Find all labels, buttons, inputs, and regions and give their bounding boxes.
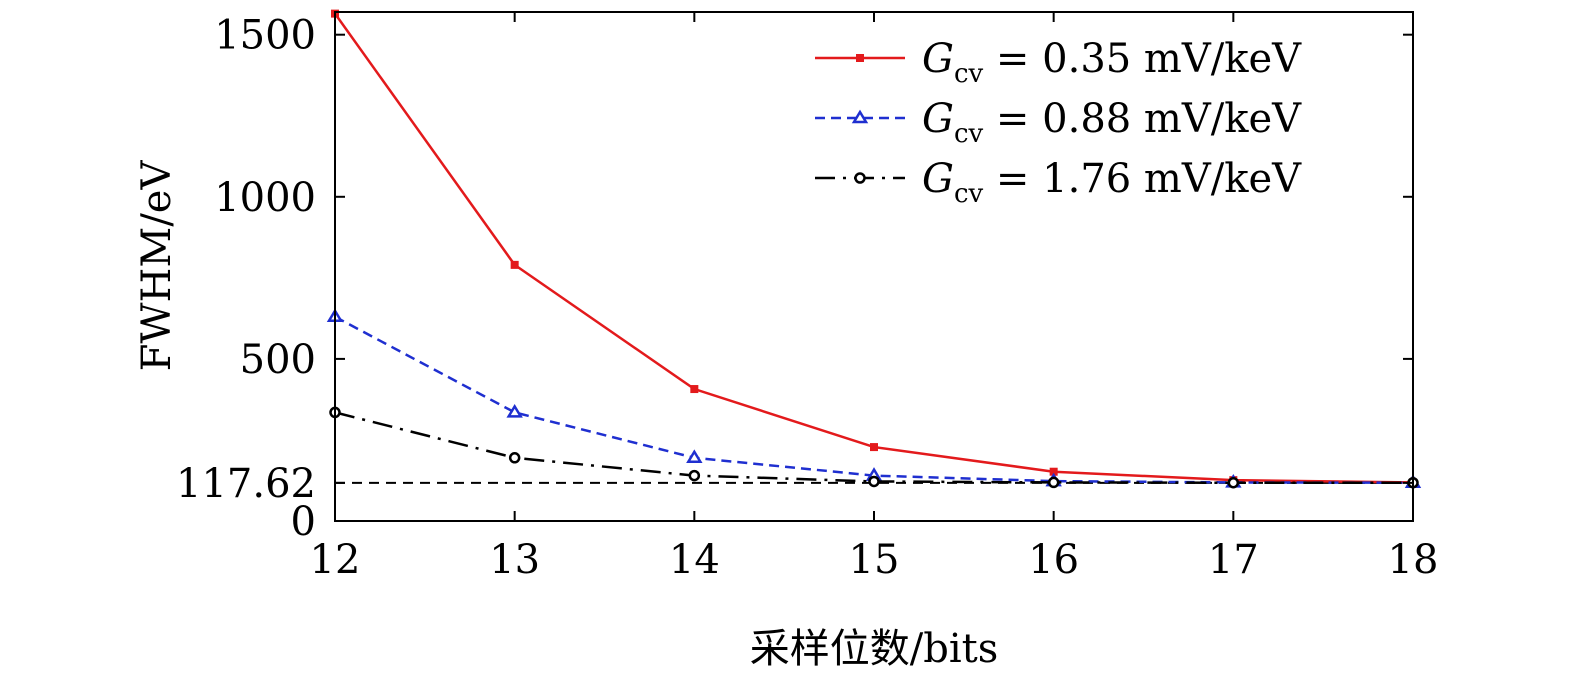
x-tick-label: 12 [310,537,361,583]
legend-3-label: Gcv = 1.76 mV/keV [922,156,1302,209]
series-3-point [508,452,521,464]
series-1-point [510,260,519,269]
series-3-point [688,469,701,482]
y-axis-title: FWHM/eV [134,160,180,372]
legend-2-label: Gcv = 0.88 mV/keV [922,96,1302,149]
series-2-point [506,403,523,418]
legend-2-marker [851,109,869,124]
legend-1-label: Gcv = 0.35 mV/keV [922,36,1302,89]
series-layer [326,9,1422,489]
legend-1-marker [856,54,864,62]
series-2-point [686,449,703,464]
series-1-line [333,12,1414,484]
y-tick-label: 1000 [214,175,316,221]
series-1-point [870,443,878,452]
series-3-point [868,475,880,488]
series-3-point [1047,476,1060,489]
y-tick-label: 500 [240,337,316,383]
series-1-point [1049,467,1058,476]
x-tick-label: 13 [489,537,540,583]
series-2-line [334,315,1414,484]
legend: Gcv = 0.35 mV/keV Gcv = 0.88 mV/keV Gcv = … [815,36,1302,209]
legend-3-marker [854,172,866,184]
series-1-point [690,385,699,394]
y-tick-label: 1500 [214,13,316,59]
y-tick-label: 117.62 [176,461,316,507]
x-tick-label: 18 [1388,537,1439,583]
x-tick-label: 16 [1028,537,1079,583]
x-tick-label: 15 [849,537,900,583]
x-tick-label: 17 [1208,537,1259,583]
y-tick-label: 0 [291,499,316,545]
x-tick-label: 14 [669,537,720,583]
x-axis-title: 采样位数/bits [750,626,998,672]
series-3-point [1227,476,1240,489]
